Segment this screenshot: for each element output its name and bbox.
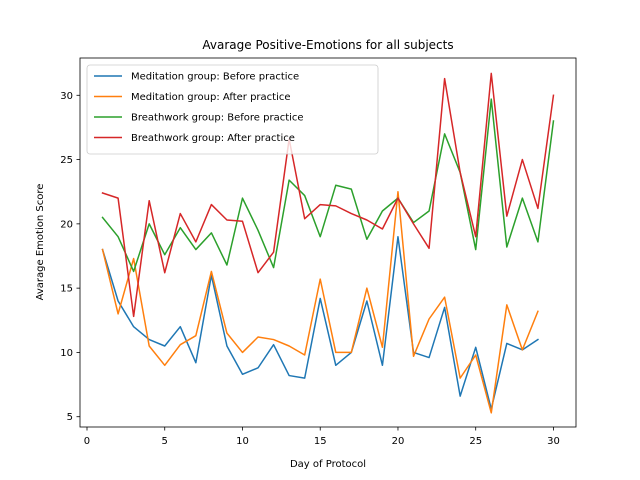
legend-items: Meditation group: Before practice Meditat… — [94, 72, 304, 144]
plot-frame — [79, 57, 577, 428]
chart-title: Avarage Positive-Emotions for all subjec… — [202, 38, 453, 52]
x-tick-label: 15 — [314, 436, 327, 447]
x-tick-label: 5 — [162, 436, 168, 447]
x-tick-label: 0 — [84, 436, 90, 447]
series-line-4 — [101, 72, 555, 318]
x-tick-label: 10 — [236, 436, 249, 447]
legend-entry-label: Meditation group: Before practice — [131, 72, 299, 83]
x-axis-label: Day of Protocol — [290, 459, 366, 470]
x-tick-label: 20 — [392, 436, 405, 447]
legend-entry-label: Breathwork group: After practice — [131, 133, 295, 144]
series-line-1 — [101, 235, 539, 410]
series-line-3 — [101, 98, 555, 273]
x-axis: 0 5 10 15 20 25 30 — [84, 427, 560, 447]
y-tick-label: 10 — [60, 348, 73, 359]
legend-entry-label: Meditation group: After practice — [131, 92, 291, 103]
y-tick-label: 30 — [60, 91, 73, 102]
y-axis: 5 10 15 20 25 30 — [60, 91, 80, 423]
y-tick-label: 15 — [60, 284, 73, 295]
y-tick-label: 25 — [60, 155, 73, 166]
y-tick-label: 20 — [60, 219, 73, 230]
series-line-2 — [101, 190, 539, 414]
legend-box — [86, 64, 379, 155]
series-layer — [101, 72, 555, 414]
y-axis-label: Avarage Emotion Score — [35, 184, 46, 301]
legend: Meditation group: Before practice Meditat… — [86, 64, 379, 155]
legend-entry-label: Breathwork group: Before practice — [131, 113, 304, 124]
x-tick-label: 30 — [547, 436, 560, 447]
x-tick-label: 25 — [469, 436, 482, 447]
y-tick-label: 5 — [67, 412, 73, 423]
